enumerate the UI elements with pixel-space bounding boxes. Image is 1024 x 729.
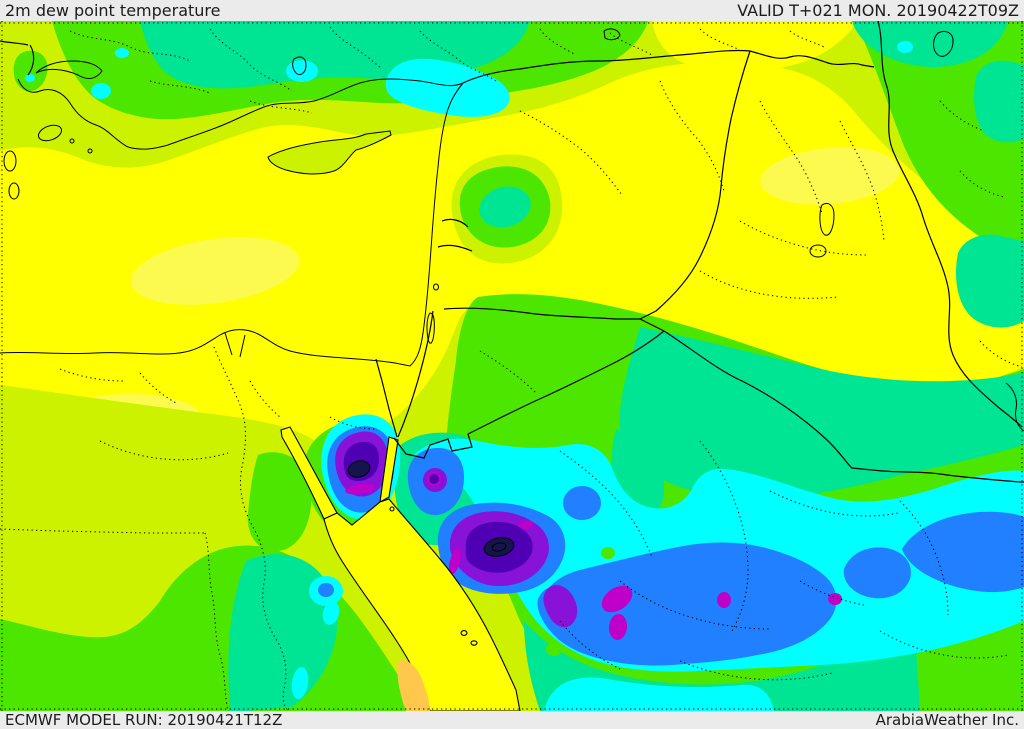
country-borders: [0, 21, 1024, 483]
levant-egypt-coast: [0, 82, 464, 367]
green-eastern-desert-strip: [247, 452, 312, 552]
footer-bar: ECMWF MODEL RUN: 20190421T12Z ArabiaWeat…: [0, 711, 1024, 729]
nile-river-dotted: [213, 346, 289, 711]
border-syria-jordan: [443, 307, 640, 320]
model-run-label: ECMWF MODEL RUN: 20190421T12Z: [5, 710, 283, 729]
turkey-south-coast: [127, 78, 464, 150]
red-sea-main: [323, 498, 521, 711]
border-israel-egypt: [375, 358, 398, 438]
egypt-admin-horizontal: [0, 528, 205, 534]
nw-saudi-core: [483, 537, 515, 557]
border-jordan-iraq: [639, 318, 665, 332]
persian-gulf-tip: [1005, 382, 1024, 432]
coastlines: [0, 60, 1024, 432]
header-bar: 2m dew point temperature VALID T+021 MON…: [0, 0, 1024, 21]
cyan-bottom-blob: [544, 677, 774, 711]
spring-nw-syria-inner: [479, 186, 531, 228]
spring-arabia-band: [619, 327, 1024, 499]
blue-right-edge: [902, 511, 1024, 593]
orange-coastal-patch: [397, 659, 430, 711]
border-turkey-syria: [462, 49, 751, 84]
border-lebanon: [437, 218, 473, 252]
map-title: 2m dew point temperature: [5, 0, 221, 20]
gulf-of-aqaba: [379, 436, 399, 504]
lake-razazza: [809, 244, 827, 258]
yellow-pocket-top-center: [652, 21, 858, 73]
red-sea: [280, 426, 521, 711]
coastal-island: [460, 630, 468, 636]
cyan-turkey-big: [385, 58, 510, 117]
border-israel-jordan: [397, 310, 434, 438]
weather-map: [0, 21, 1024, 711]
border-jordan-saudi: [393, 330, 665, 459]
admin-boundaries-dotted: [0, 21, 1024, 711]
border-iran: [877, 21, 1023, 428]
marmara-sea: [35, 60, 103, 79]
blue-egypt-dot: [318, 583, 334, 597]
lakes: [292, 28, 954, 344]
valid-time-label: VALID T+021 MON. 20190422T09Z: [737, 0, 1019, 20]
lake-van: [603, 28, 621, 41]
spring-ne-blob: [852, 21, 1008, 67]
dead-sea: [426, 312, 435, 344]
magenta-sinai-arc: [345, 483, 375, 495]
aegean-island: [37, 124, 63, 142]
branding-label: ArabiaWeather Inc.: [875, 710, 1019, 729]
aegean-coast: [17, 78, 129, 148]
lake-tharthar: [819, 202, 835, 236]
cyprus-outline: [267, 130, 392, 175]
border-iraq-saudi: [663, 330, 1024, 483]
lake-tuz: [292, 56, 307, 76]
sinai-core: [347, 460, 371, 478]
dewpoint-minimum-cores: [347, 460, 515, 557]
border-turkey-nw: [0, 40, 35, 76]
lake-urmia: [933, 30, 954, 57]
nile-delta-strokes: [224, 332, 246, 358]
blue-small-oval: [563, 486, 601, 520]
border-syria-iraq: [639, 50, 751, 320]
border-turkey-iraq: [749, 50, 875, 68]
sea-of-galilee: [433, 283, 439, 291]
